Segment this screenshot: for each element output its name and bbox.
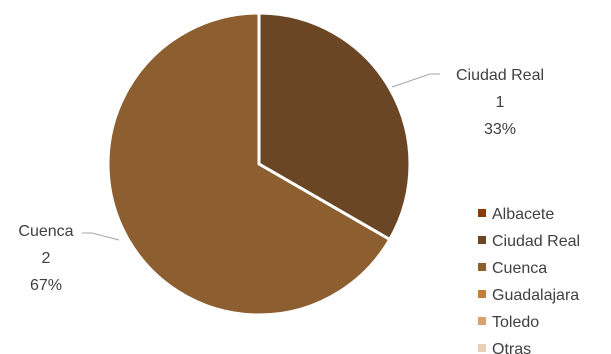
legend: Albacete Ciudad Real Cuenca Guadalajara … (478, 206, 580, 354)
legend-swatch-ciudad-real (478, 236, 486, 244)
legend-label-otras: Otras (492, 341, 531, 354)
data-label-ciudad-real-percent: 33% (484, 121, 516, 138)
legend-swatch-albacete (478, 209, 486, 217)
legend-label-albacete: Albacete (492, 206, 554, 223)
data-label-cuenca-value: 2 (42, 250, 51, 267)
leader-line-ciudad-real (391, 73, 440, 88)
pie-slices (106, 11, 412, 317)
legend-swatch-otras (478, 344, 486, 352)
legend-swatch-cuenca (478, 263, 486, 271)
data-label-ciudad-real-name: Ciudad Real (456, 67, 544, 84)
data-label-cuenca-name: Cuenca (18, 223, 73, 240)
legend-swatch-toledo (478, 317, 486, 325)
legend-label-guadalajara: Guadalajara (492, 287, 579, 304)
pie-slice-ciudad-real (257, 11, 412, 241)
legend-swatch-guadalajara (478, 290, 486, 298)
data-label-cuenca-percent: 67% (30, 277, 62, 294)
legend-label-toledo: Toledo (492, 314, 539, 331)
leader-line-cuenca (82, 232, 120, 241)
data-label-ciudad-real-value: 1 (496, 94, 505, 111)
pie-slice-cuenca (106, 11, 392, 317)
legend-label-ciudad-real: Ciudad Real (492, 233, 580, 250)
legend-label-cuenca: Cuenca (492, 260, 547, 277)
